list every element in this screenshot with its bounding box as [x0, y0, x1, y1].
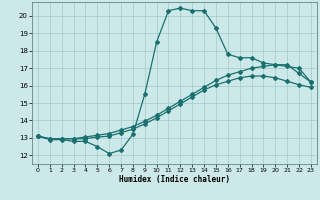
- X-axis label: Humidex (Indice chaleur): Humidex (Indice chaleur): [119, 175, 230, 184]
